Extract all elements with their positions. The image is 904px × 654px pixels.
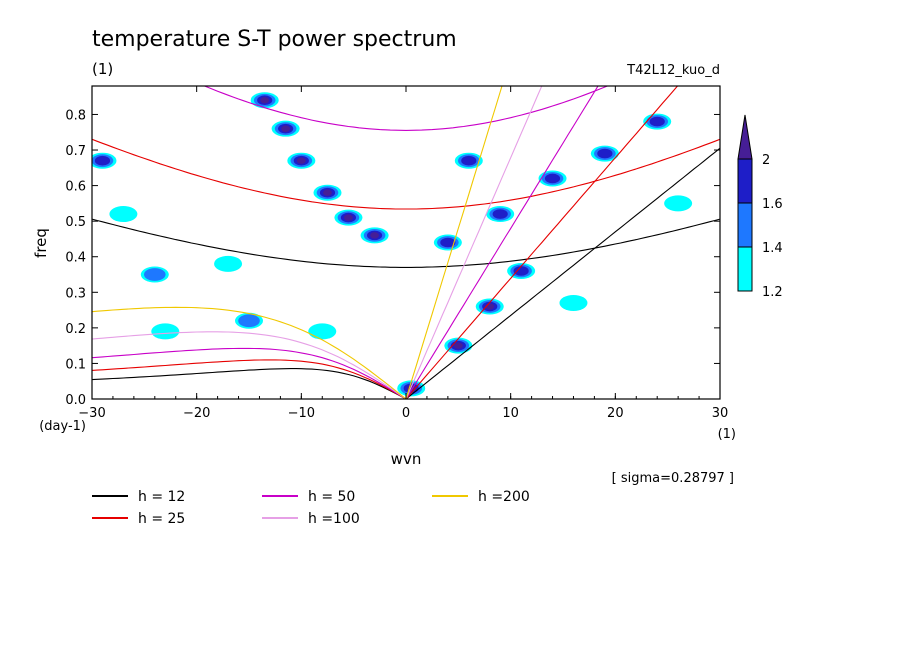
x-tick-label: 10 (502, 406, 519, 421)
power-region-11-level-2 (492, 209, 508, 219)
power-region-5-level-3 (370, 232, 379, 239)
curve-rossby-h12 (92, 368, 407, 399)
curve-rossby-h100 (92, 331, 407, 399)
curve-inertia-gravity-h100 (92, 0, 720, 19)
y-tick-label: 0.2 (65, 322, 86, 337)
power-region-0-level-3 (260, 97, 270, 104)
colorbar-swatch-0 (737, 246, 753, 292)
colorbar-label: 1.2 (762, 285, 783, 300)
power-region-1-level-3 (281, 125, 291, 132)
x-axis-label: wvn (391, 450, 422, 468)
power-region-21-level-0 (214, 255, 243, 272)
y-tick-label: 0.1 (65, 357, 86, 372)
x-tick-label: −10 (288, 406, 315, 421)
curve-kelvin-h12 (405, 147, 720, 399)
y-tick-label: 0.5 (65, 215, 86, 230)
legend-label-h200: h =200 (478, 489, 530, 505)
power-region-16-level-2 (94, 155, 111, 166)
chart-subtitle-right: T42L12_kuo_d (626, 63, 720, 78)
curve-rossby-h200 (92, 306, 407, 399)
power-region-14-level-2 (649, 116, 665, 127)
power-region-20-level-0 (109, 206, 138, 223)
colorbar-label: 2 (762, 153, 770, 168)
power-region-18-level-1 (238, 314, 260, 328)
power-region-9-level-2 (513, 266, 529, 276)
colorbar-label: 1.4 (762, 241, 783, 256)
chart-subtitle-left: (1) (92, 60, 113, 78)
curve-rossby-h25 (92, 359, 407, 399)
power-region-15-level-2 (461, 155, 477, 166)
x-tick-label: −30 (78, 406, 105, 421)
curve-kelvin-h25 (405, 86, 679, 399)
power-region-3-level-3 (323, 189, 332, 196)
power-region-24-level-0 (308, 323, 337, 340)
power-region-10-level-2 (440, 237, 456, 248)
legend-label-h12: h = 12 (138, 489, 185, 505)
power-region-13-level-2 (597, 148, 613, 159)
colorbar-arrow (737, 114, 753, 160)
x-axis-unit: (1) (718, 427, 736, 442)
curve-inertia-gravity-h50 (203, 86, 609, 131)
colorbar-swatch-2 (737, 158, 753, 204)
x-tick-label: 30 (712, 406, 729, 421)
legend-label-h100: h =100 (308, 511, 360, 527)
curve-inertia-gravity-h12 (92, 218, 720, 268)
curve-kelvin-h200 (405, 86, 503, 399)
colorbar: 1.2 1.4 1.6 2 (737, 114, 783, 300)
colorbar-label: 1.6 (762, 197, 783, 212)
curve-inertia-gravity-h25 (92, 138, 720, 210)
power-region-17-level-1 (144, 268, 166, 281)
sigma-annotation: [ sigma=0.28797 ] (612, 471, 734, 486)
power-region-23-level-0 (559, 294, 588, 311)
curve-rossby-h50 (92, 347, 407, 399)
power-region-4-level-3 (344, 214, 353, 221)
plot-frame (91, 85, 721, 400)
power-region-22-level-0 (664, 195, 693, 212)
legend-label-h50: h = 50 (308, 489, 355, 505)
y-tick-label: 0.7 (65, 144, 86, 159)
y-tick-label: 0.8 (65, 108, 86, 123)
y-axis-label: freq (32, 228, 50, 258)
curve-kelvin-h50 (405, 86, 599, 399)
chart-title: temperature S-T power spectrum (92, 27, 457, 52)
x-tick-label: −20 (183, 406, 210, 421)
power-region-2-level-3 (296, 157, 306, 164)
legend-label-h25: h = 25 (138, 511, 185, 527)
y-axis-unit: (day-1) (39, 419, 86, 434)
y-tick-label: 0.3 (65, 286, 86, 301)
heatmap-layer (92, 92, 693, 397)
y-tick-label: 0.0 (65, 393, 86, 408)
x-tick-label: 20 (607, 406, 624, 421)
curve-kelvin-h100 (405, 86, 543, 399)
y-tick-label: 0.6 (65, 180, 86, 195)
legend: h = 12 h = 25 h = 50 h =100 h =200 (92, 489, 530, 527)
x-tick-label: 0 (402, 406, 410, 421)
axis-ticks: −30 −20 −10 0 10 20 30 0.0 0.1 0.2 0.3 0.4 0.5 0.6 0.7… (65, 86, 728, 421)
power-region-7-level-3 (453, 342, 463, 349)
y-tick-label: 0.4 (65, 251, 86, 266)
power-region-19-level-0 (151, 323, 180, 340)
power-region-12-level-2 (544, 173, 561, 184)
dispersion-curves (92, 0, 720, 399)
colorbar-swatch-1 (737, 202, 753, 248)
